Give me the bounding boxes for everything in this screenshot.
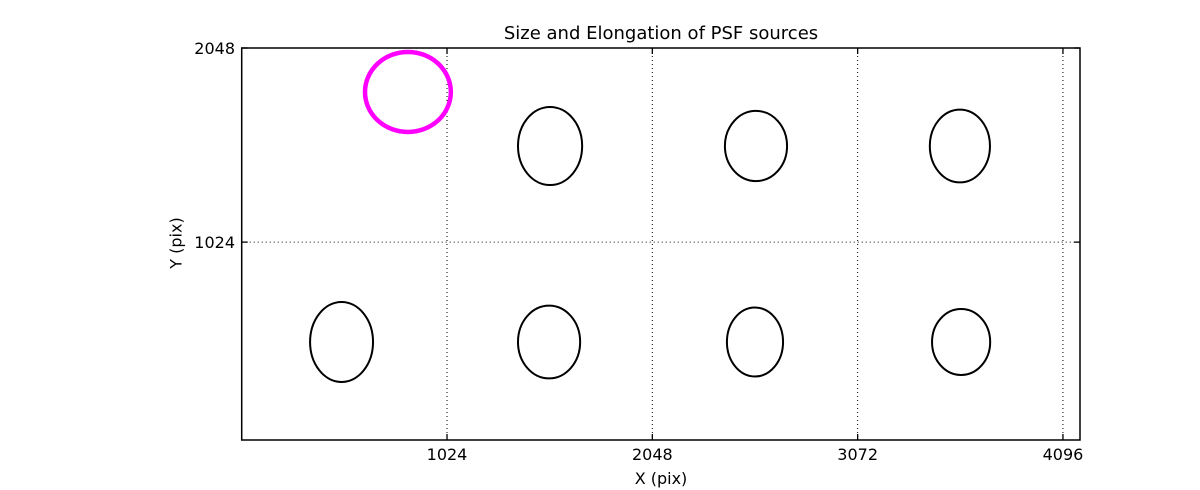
chart-title: Size and Elongation of PSF sources	[503, 23, 819, 44]
y-tick-label: 2048	[194, 38, 235, 58]
x-tick-label: 3072	[837, 445, 878, 464]
x-tick-label: 2048	[631, 445, 673, 464]
source-top-4-ellipse	[928, 108, 991, 184]
plot-border	[240, 47, 1081, 441]
source-bottom-3-ellipse	[725, 306, 785, 378]
y-tick-label: 1024	[194, 232, 235, 252]
x-tick-label: 1024	[426, 445, 468, 464]
x-axis-label: X (pix)	[634, 469, 688, 488]
x-tick-label: 4096	[1042, 445, 1084, 464]
source-bottom-4-ellipse	[931, 308, 992, 376]
source-top-3-ellipse	[723, 109, 789, 183]
source-bottom-2-ellipse	[516, 304, 582, 380]
highlighted-source-ellipse	[362, 49, 454, 135]
source-top-2-ellipse	[516, 105, 584, 187]
source-bottom-1-ellipse	[309, 301, 375, 383]
